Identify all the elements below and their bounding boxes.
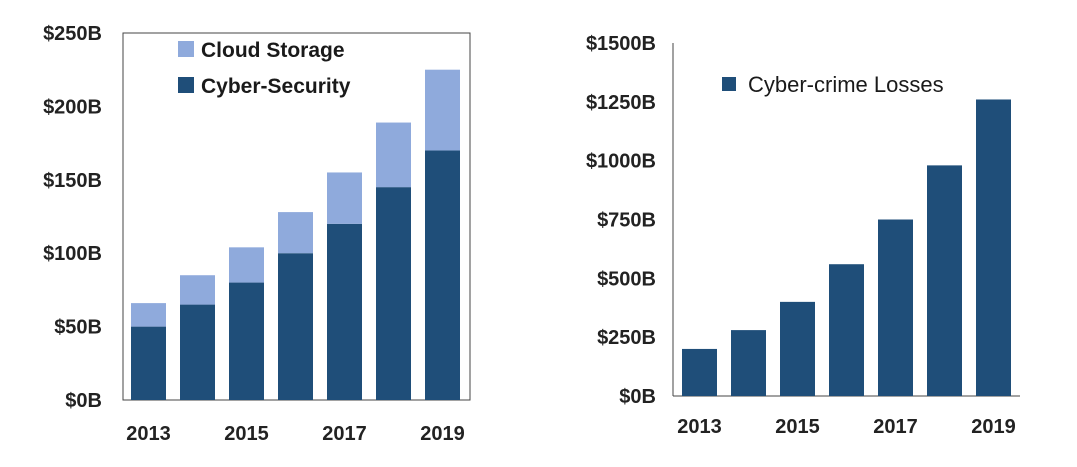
y-tick-label: $100B [43,243,102,265]
x-tick-label: 2019 [971,416,1016,438]
bar-cyber-crime-losses-2013 [682,348,717,396]
bar-group [682,99,1011,396]
y-axis-ticks: $0B $250B $500B $750B $1000B $1250B $1500B [586,33,656,408]
y-axis-ticks: $0B $50B $100B $150B $200B $250B [43,23,102,412]
x-tick-label: 2015 [775,416,820,438]
x-axis-ticks: 2013 2015 2017 2019 [126,423,465,445]
legend: Cloud Storage Cyber-Security [178,39,351,98]
y-tick-label: $500B [597,268,656,290]
y-tick-label: $250B [43,23,102,45]
x-tick-label: 2017 [873,416,918,438]
legend: Cyber-crime Losses [722,72,944,97]
bar-cyber-security-2016 [278,253,313,400]
x-tick-label: 2017 [322,423,367,445]
bar-cyber-security-2013 [131,326,166,400]
y-tick-label: $750B [597,210,656,232]
bar-cloud-storage-2018 [376,122,411,188]
legend-label-cyber-security: Cyber-Security [201,75,351,98]
y-tick-label: $150B [43,170,102,192]
bar-cyber-security-2019 [425,150,460,400]
y-tick-label: $250B [597,327,656,349]
bar-cloud-storage-2015 [229,247,264,283]
y-tick-label: $50B [54,317,102,339]
bar-cloud-storage-2013 [131,303,166,327]
bar-cloud-storage-2017 [327,172,362,224]
bar-cloud-storage-2016 [278,212,313,254]
legend-swatch-cloud-storage [178,41,194,57]
y-tick-label: $0B [65,390,102,412]
bar-cloud-storage-2019 [425,69,460,151]
legend-label-cloud-storage: Cloud Storage [201,39,345,62]
bar-cloud-storage-2014 [180,275,215,305]
bar-group [131,69,460,400]
x-tick-label: 2013 [126,423,171,445]
bar-cyber-security-2014 [180,304,215,400]
x-axis-ticks: 2013 2015 2017 2019 [677,416,1016,438]
bar-chart: $0B $250B $500B $750B $1000B $1250B $1500B 201… [586,33,1020,438]
bar-cyber-crime-losses-2015 [780,301,815,396]
y-tick-label: $1500B [586,33,656,55]
bar-cyber-crime-losses-2014 [731,330,766,396]
bar-cyber-security-2017 [327,223,362,400]
y-tick-label: $200B [43,96,102,118]
legend-swatch-cyber-crime-losses [722,77,736,91]
y-tick-label: $0B [619,386,656,408]
x-tick-label: 2015 [224,423,269,445]
stacked-bar-chart: $0B $50B $100B $150B $200B $250B 2013 2015 2017… [43,23,471,445]
legend-swatch-cyber-security [178,77,194,93]
x-tick-label: 2013 [677,416,722,438]
bar-cyber-crime-losses-2017 [878,219,913,396]
legend-label-cyber-crime-losses: Cyber-crime Losses [748,72,944,97]
bar-cyber-crime-losses-2019 [976,99,1011,396]
bar-cyber-crime-losses-2018 [927,165,962,396]
bar-cyber-crime-losses-2016 [829,264,864,396]
bar-cyber-security-2018 [376,187,411,400]
x-tick-label: 2019 [420,423,465,445]
bar-cyber-security-2015 [229,282,264,400]
y-tick-label: $1000B [586,151,656,173]
y-tick-label: $1250B [586,92,656,114]
